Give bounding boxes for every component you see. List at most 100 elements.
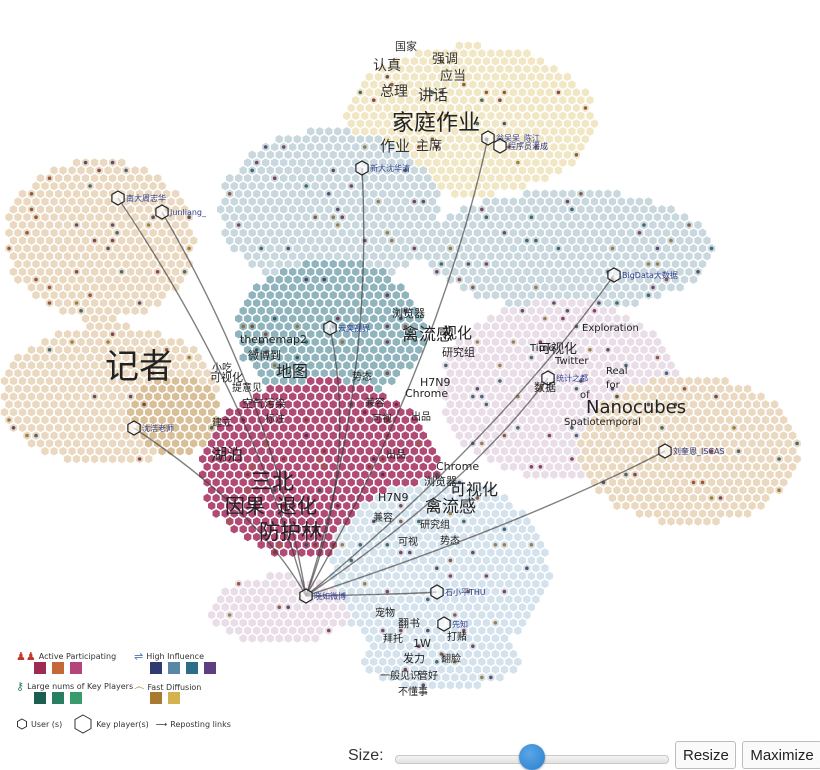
keyword-label: 打赌 [447, 630, 467, 643]
hexagon-tiles [0, 40, 802, 691]
user-label[interactable]: Junliang_ [169, 208, 207, 217]
user-marker[interactable]: 晓如微博 [299, 588, 346, 604]
user-label[interactable]: 程序员潘成 [508, 141, 548, 151]
size-slider-thumb[interactable] [519, 744, 545, 770]
legend-key-players-swatches [34, 692, 85, 704]
user-label[interactable]: 沈浩老师 [142, 423, 174, 433]
keyword-label: 认真 [373, 58, 401, 74]
keyword-label: 标注 [265, 412, 285, 425]
reposting-link [305, 377, 549, 597]
keyword-label: 研究组 [442, 345, 475, 359]
swatch-influence-4 [204, 662, 216, 674]
user-marker[interactable]: 统计之都 [541, 370, 588, 386]
keyword-label: 禽流感 [425, 497, 476, 517]
key-player-hexagon[interactable] [155, 204, 169, 220]
user-label[interactable]: BigData大数据 [622, 270, 678, 280]
keyword-label: 可视化 [450, 480, 498, 499]
keyword-label: 湖泊 [211, 445, 243, 464]
keyword-label: Twitter [554, 356, 589, 367]
keyword-label: 翻书 [398, 616, 420, 630]
keyword-label: Spatiotemporal [564, 417, 641, 428]
keyword-label: 可视 [372, 412, 392, 425]
swatch-influence-2 [168, 662, 180, 674]
spiral-icon: ෴ [134, 680, 145, 693]
keyword-label: 退化 [277, 494, 317, 518]
legend-high-influence-swatches [150, 662, 219, 674]
user-label[interactable]: 云奕视界 [338, 323, 370, 333]
user-label[interactable]: 翁呆呆_陈江 [496, 133, 540, 143]
user-marker[interactable]: 程序员潘成 [493, 138, 548, 154]
keyword-label: 建立 [212, 416, 232, 429]
user-marker[interactable]: 沈浩老师 [127, 420, 174, 436]
legend-fast-diffusion: ෴ Fast Diffusion [134, 680, 201, 694]
key-player-hexagon[interactable] [355, 160, 369, 176]
user-hexagon-icon [17, 718, 27, 730]
legend-reposting-label: Reposting links [170, 719, 231, 729]
keyword-label: 发力 [403, 651, 425, 665]
legend: ♟♟ Active Participating ⇌ High Influence… [16, 650, 246, 735]
legend-user-label: User (s) [31, 719, 63, 729]
keyword-label: 研究组 [420, 518, 450, 531]
user-label[interactable]: 南大周志华 [126, 193, 166, 203]
keyword-label: H7N9 [420, 376, 451, 389]
reposting-link [117, 197, 307, 597]
keyword-label: Exploration [582, 323, 639, 334]
key-player-hexagon[interactable] [323, 320, 337, 336]
user-marker[interactable]: Junliang_ [155, 204, 207, 220]
reposting-link [305, 274, 615, 597]
maximize-button[interactable]: Maximize [742, 741, 820, 769]
user-marker[interactable]: 刘奎恩_ISCAS [658, 443, 725, 459]
swatch-active-1 [34, 662, 46, 674]
legend-active-swatches [34, 662, 85, 674]
keyword-label: 禽流感 [402, 325, 453, 345]
keyword-label: 强调 [432, 52, 458, 67]
user-marker[interactable]: 南大周志华 [111, 190, 166, 206]
key-player-hexagon[interactable] [481, 130, 495, 146]
keyword-label: Chrome [405, 387, 448, 400]
key-player-hexagon[interactable] [111, 190, 125, 206]
resize-button[interactable]: Resize [675, 741, 736, 769]
swatch-key-1 [34, 692, 46, 704]
key-player-hexagon[interactable] [607, 267, 621, 283]
user-marker[interactable]: BigData大数据 [607, 267, 678, 283]
keyword-label: 应当 [440, 68, 466, 84]
keyword-label: 数据 [534, 380, 556, 394]
user-marker[interactable]: 新大沈华清 [355, 160, 410, 176]
user-marker[interactable]: 翁呆呆_陈江 [481, 130, 540, 146]
key-player-hexagon[interactable] [299, 588, 313, 604]
keyword-label: 出品 [411, 410, 431, 423]
key-player-hexagon[interactable] [541, 370, 555, 386]
keyword-label: Real [606, 366, 628, 377]
keyword-label: 主席 [416, 138, 442, 154]
key-player-hexagon[interactable] [658, 443, 672, 459]
key-player-hexagon[interactable] [493, 138, 507, 154]
swatch-active-3 [70, 662, 82, 674]
people-icon: ♟♟ [16, 650, 36, 663]
legend-high-influence-label: High Influence [146, 652, 204, 661]
keyword-label: 空气污染 [242, 396, 286, 410]
keyword-label: 讲话 [418, 86, 448, 104]
user-label[interactable]: 刘奎恩_ISCAS [673, 446, 725, 456]
user-marker[interactable]: 石小平THU [430, 584, 486, 600]
keyword-label: 可视化 [210, 370, 243, 384]
keyword-label: 兼容 [365, 396, 385, 409]
user-label[interactable]: 石小平THU [445, 588, 486, 597]
user-label[interactable]: 新大沈华清 [370, 163, 410, 173]
reposting-link [305, 137, 489, 597]
keyword-label: Chrome [436, 460, 479, 473]
keyword-label: 微博到 [248, 348, 281, 362]
keyword-label: 作业 [380, 137, 410, 155]
key-player-hexagon[interactable] [127, 420, 141, 436]
keyword-label: 1W [413, 637, 431, 650]
keyword-label: 总理 [380, 84, 408, 100]
key-player-hexagon[interactable] [437, 616, 451, 632]
key-player-hexagon[interactable] [430, 584, 444, 600]
user-label[interactable]: 先知 [452, 619, 468, 629]
user-label[interactable]: 晓如微博 [314, 591, 346, 601]
user-marker[interactable]: 先知 [437, 616, 468, 632]
user-label[interactable]: 统计之都 [556, 373, 588, 383]
user-marker[interactable]: 云奕视界 [323, 320, 370, 336]
